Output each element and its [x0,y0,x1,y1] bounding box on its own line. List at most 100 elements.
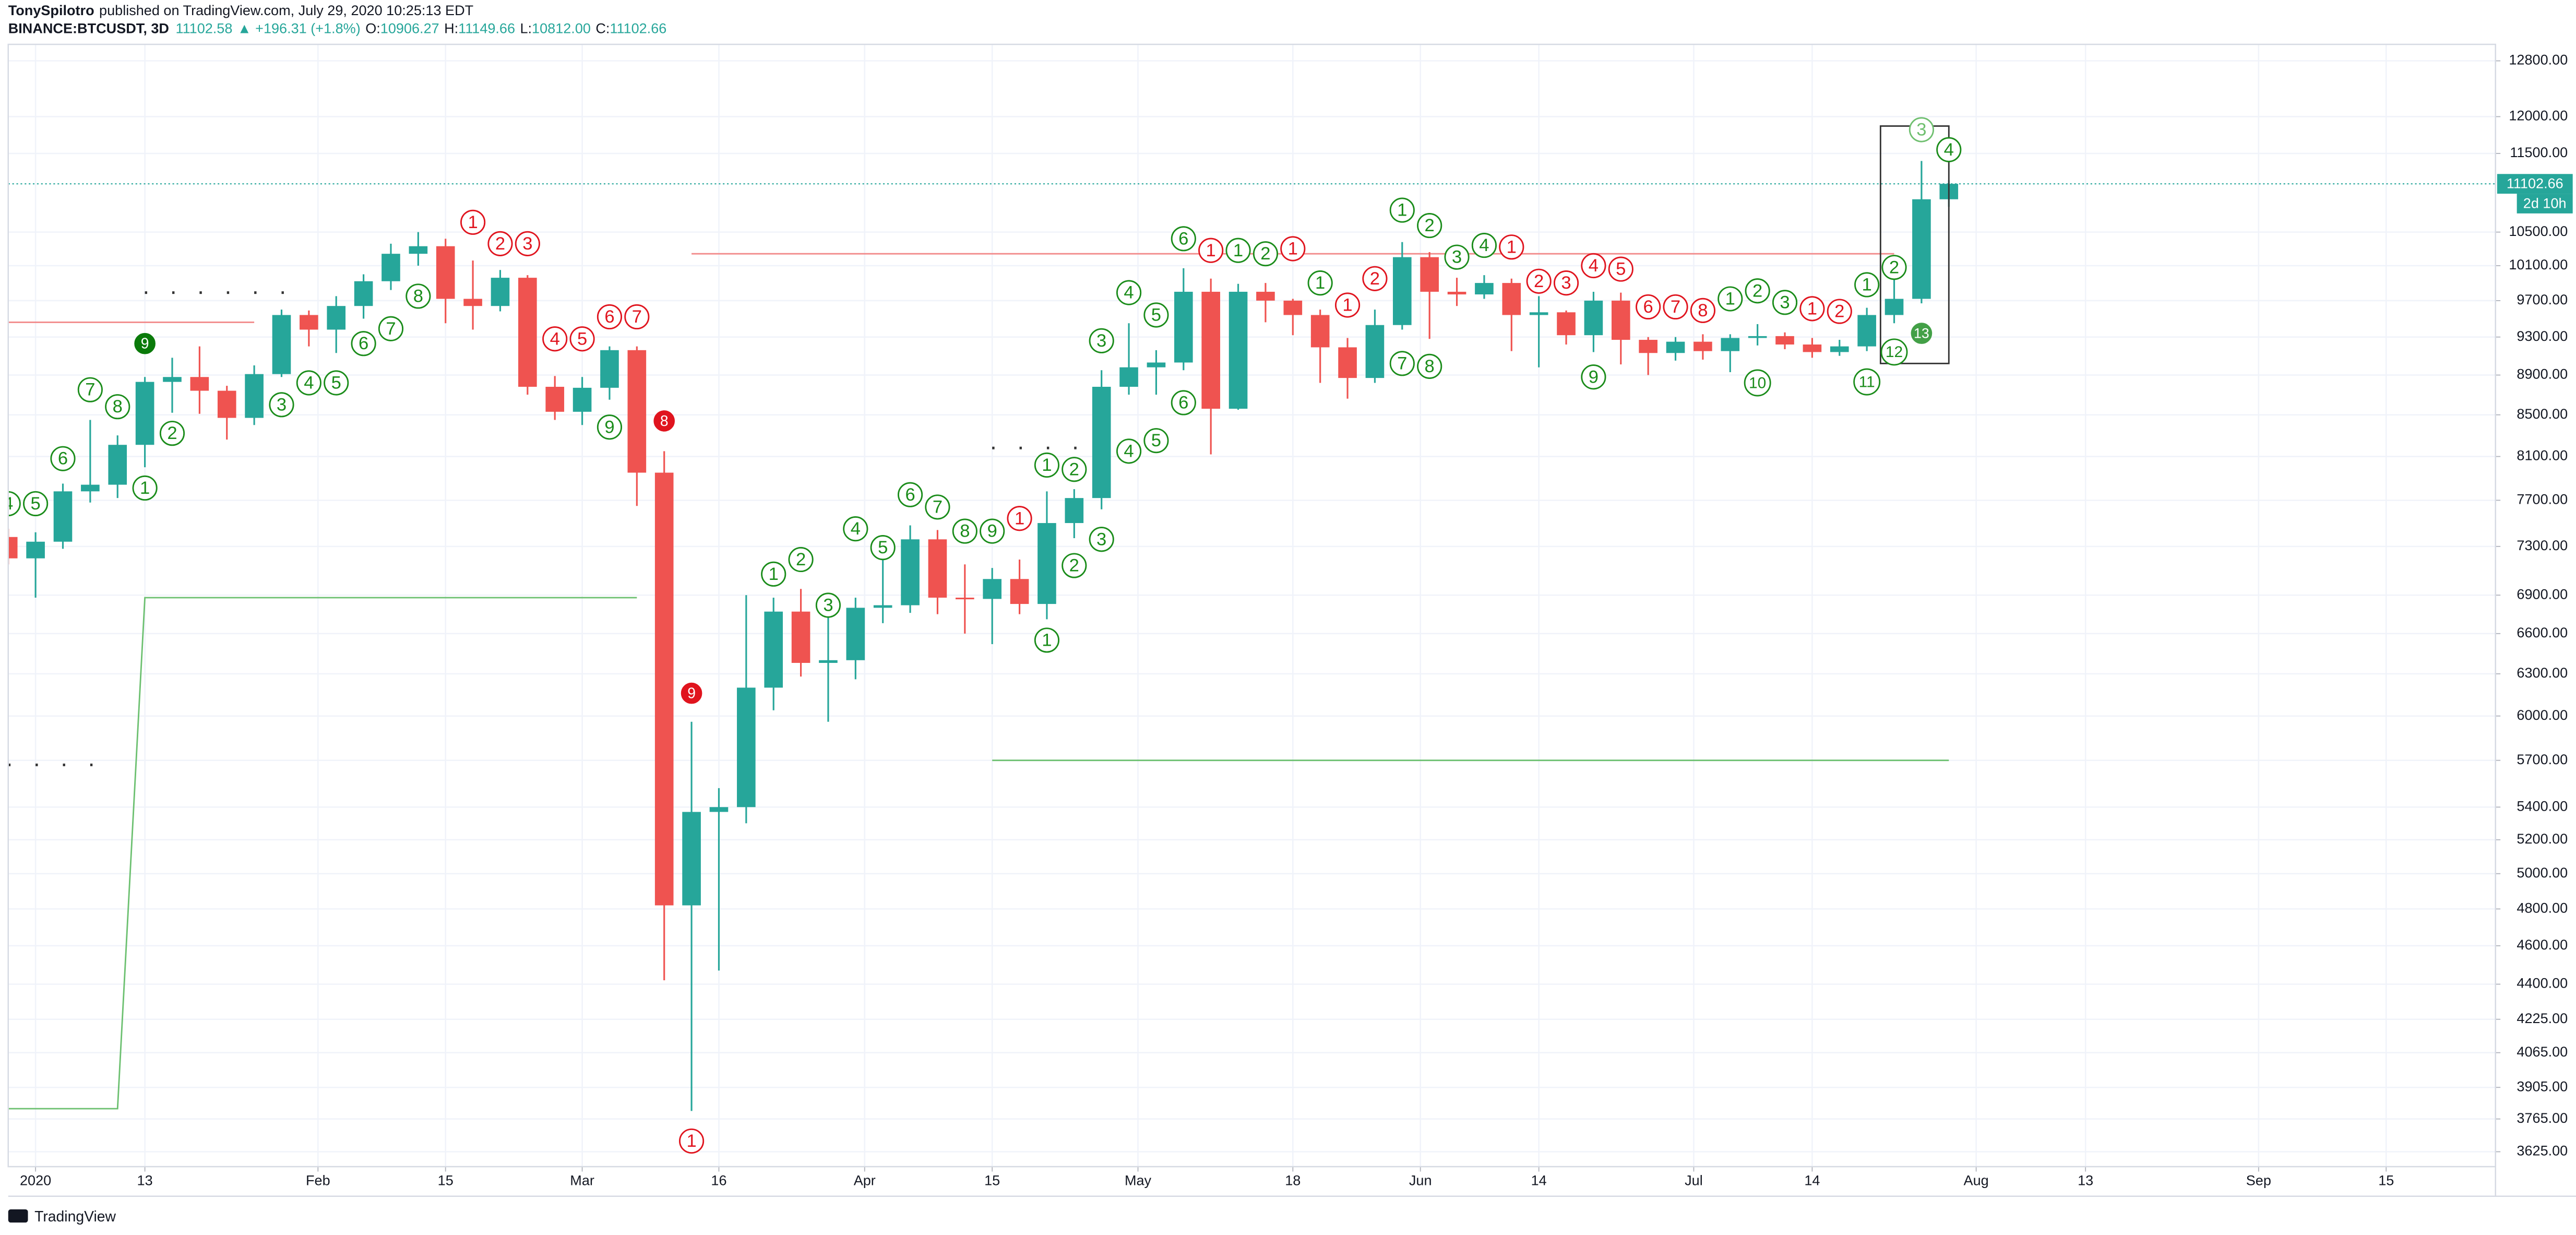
candle-body [1557,312,1576,336]
td-count-circle [487,231,513,256]
candle-body [463,299,482,306]
candle-body [491,278,510,306]
footer-logo: TradingView [8,1208,116,1225]
change: ▲ +196.31 (+1.8%) [237,20,361,37]
td-count-circle [406,283,431,309]
y-tick-label: 6000.00 [2517,707,2568,723]
y-tick-label: 8500.00 [2517,406,2568,422]
candle-body [1803,345,1822,352]
td-count-circle [324,370,349,396]
y-tick-label: 10100.00 [2509,256,2568,272]
td-count-label: 2 [1069,459,1079,479]
y-tick-label: 8100.00 [2517,447,2568,464]
candle-body [300,315,318,330]
candle-body [737,687,756,808]
td-count-label: 7 [1671,297,1680,317]
x-tick-label: 2020 [20,1172,51,1189]
td-count-label: 5 [1151,431,1161,450]
td-count-circle [1911,323,1933,344]
ohlc-value: 10906.27 [380,20,439,37]
candle-body [1885,299,1904,315]
candle-body [1310,315,1330,348]
last-price: 11102.58 [176,20,233,37]
td-count-circle [1581,364,1606,390]
last-price-box [2497,174,2573,194]
x-tick-label: 14 [1804,1172,1820,1189]
td-count-circle [351,331,376,357]
td-count-label: 2 [167,423,177,443]
y-tick-label: 7300.00 [2517,537,2568,553]
y-tick-label: 5400.00 [2517,798,2568,814]
td-count-label: 4 [3,494,13,514]
candle-body [1201,291,1220,409]
ohlc-value: 11102.66 [610,20,666,37]
candle-body [1338,347,1357,378]
td-count-label: 1 [1807,299,1817,318]
candle-body [436,246,455,299]
td-count-circle [1280,236,1306,262]
td-count-circle [8,491,21,516]
candle-body [1721,338,1740,351]
td-count-label: 11 [1859,373,1875,390]
td-count-circle [1608,256,1633,282]
td-count-label: 2 [1889,257,1899,277]
td-count-label: 3 [522,234,532,254]
td-count-circle [1772,290,1798,315]
candle-body [26,541,45,559]
td-count-circle [1062,457,1087,482]
td-count-circle [1198,238,1224,263]
td-count-circle [1062,553,1087,578]
td-count-circle [1143,428,1169,454]
y-tick-label: 8900.00 [2517,366,2568,382]
td-count-circle [815,592,841,618]
td-count-circle [1690,298,1715,323]
td-count-circle [1307,270,1333,296]
candle-body [1010,579,1029,604]
x-tick-label: 15 [438,1172,454,1189]
candle-body [846,608,865,660]
td-count-label: 4 [1124,441,1134,461]
td-count-circle [460,209,486,235]
td-count-circle [653,410,675,432]
candle-body [8,537,18,559]
td-count-label: 5 [1151,305,1161,325]
td-count-circle [1225,238,1251,263]
td-count-circle [1089,527,1114,552]
candle-body [1365,325,1385,378]
candle-body [1830,346,1849,352]
td-count-label: 1 [769,564,779,584]
td-count-circle [1663,294,1688,320]
candle-body [327,306,346,330]
candle-body [518,278,537,387]
candle-body [190,377,209,391]
td-count-circle [1499,234,1524,260]
candle-body [1584,300,1603,336]
td-count-circle [1007,506,1032,531]
candle-body [1694,341,1712,351]
candle-body [1666,341,1685,353]
x-tick-label: 18 [1285,1172,1301,1189]
td-count-circle [542,326,568,352]
td-count-circle [980,518,1005,544]
candle-body [108,445,127,485]
last-price-label: 11102.66 [2507,175,2563,192]
td-count-label: 2 [1260,244,1270,264]
candle-body [354,281,373,306]
td-count-label: 1 [1206,241,1216,260]
td-count-label: 9 [987,521,997,541]
td-count-circle [1389,351,1415,376]
td-count-circle [1854,272,1880,298]
candle-body [819,660,838,663]
td-count-label: 3 [823,596,833,615]
td-count-label: 2 [1370,269,1380,289]
td-count-label: 2 [1834,302,1844,322]
td-count-label: 1 [468,212,478,232]
td-count-label: 2 [1534,271,1544,291]
td-count-circle [843,516,868,542]
candle-body [53,491,73,542]
td-count-label: 1 [1315,273,1325,293]
y-tick-label: 12000.00 [2509,108,2568,124]
td-count-circle [378,316,404,341]
